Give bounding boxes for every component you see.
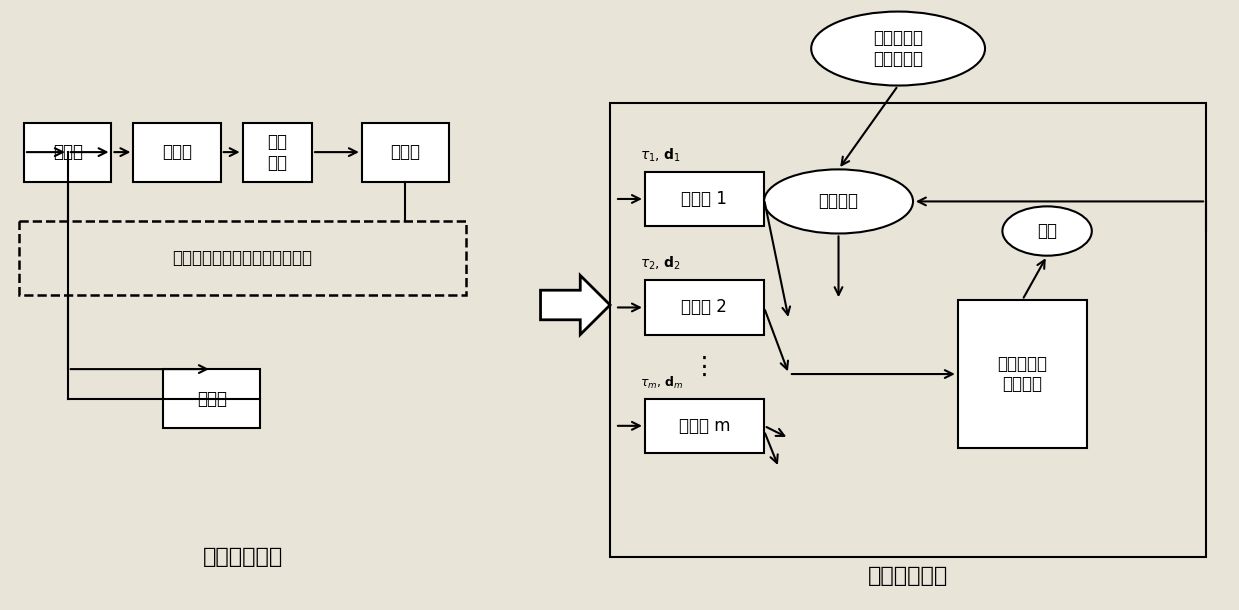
Text: ⋮: ⋮	[691, 354, 717, 379]
Bar	[164, 369, 260, 428]
Text: 模态依赖切
换控制器: 模态依赖切 换控制器	[997, 354, 1047, 393]
Bar	[19, 221, 466, 295]
Polygon shape	[540, 275, 610, 335]
Bar	[243, 123, 312, 182]
Text: 网络（不确定时延时延和丢包）: 网络（不确定时延时延和丢包）	[172, 249, 312, 267]
Text: 输出: 输出	[1037, 222, 1057, 240]
Ellipse shape	[812, 12, 985, 85]
Text: 被控
对象: 被控 对象	[268, 133, 287, 171]
Text: 控制器: 控制器	[197, 390, 227, 407]
Bar	[610, 103, 1206, 556]
Text: 缓冲区: 缓冲区	[53, 143, 83, 161]
Text: 网络控制系统: 网络控制系统	[202, 547, 282, 567]
Ellipse shape	[1002, 206, 1092, 256]
Text: 执行器: 执行器	[162, 143, 192, 161]
Text: 切换控制模型: 切换控制模型	[869, 566, 948, 586]
Bar	[362, 123, 450, 182]
Text: $\tau_2$, $\mathbf{d}_2$: $\tau_2$, $\mathbf{d}_2$	[639, 255, 681, 273]
Text: 子系统 2: 子系统 2	[681, 298, 727, 317]
Text: 改进的主动
变采样方法: 改进的主动 变采样方法	[873, 29, 923, 68]
Text: $\tau_1$, $\mathbf{d}_1$: $\tau_1$, $\mathbf{d}_1$	[639, 146, 681, 164]
Bar	[958, 300, 1087, 448]
Ellipse shape	[764, 170, 913, 234]
Bar	[644, 281, 764, 335]
Bar	[644, 172, 764, 226]
Text: 传感器: 传感器	[390, 143, 420, 161]
Bar	[644, 399, 764, 453]
Text: 子系统 1: 子系统 1	[681, 190, 727, 208]
Text: $\tau_m$, $\mathbf{d}_m$: $\tau_m$, $\mathbf{d}_m$	[639, 375, 683, 391]
Bar	[24, 123, 112, 182]
Text: 切换规则: 切换规则	[819, 192, 859, 210]
Bar	[134, 123, 221, 182]
Text: 子系统 m: 子系统 m	[679, 417, 730, 435]
